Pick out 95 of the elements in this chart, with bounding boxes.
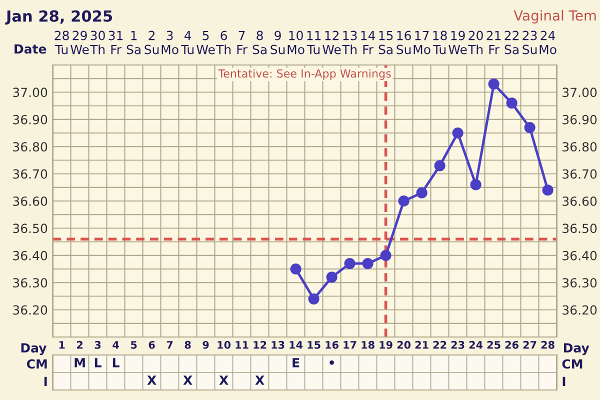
x-tick-label: 10 bbox=[218, 340, 231, 349]
chart-title: Jan 28, 2025 bbox=[5, 10, 112, 25]
x-tick-label: 6 Th bbox=[216, 30, 231, 54]
text: X bbox=[255, 376, 264, 385]
x-tick-label: 1 Sa bbox=[126, 30, 140, 54]
x-tick-label: 17 Mo bbox=[414, 30, 430, 54]
point bbox=[434, 160, 446, 172]
y-tick-label: 36.90 bbox=[13, 114, 48, 124]
x-tick-label: 16 Su bbox=[396, 30, 411, 54]
text: X bbox=[147, 376, 156, 385]
y-tick-label: 36.40 bbox=[13, 250, 48, 260]
x-tick-label: 15 Sa bbox=[378, 30, 393, 54]
text: L bbox=[94, 358, 102, 368]
text: L bbox=[112, 358, 120, 368]
x-tick-label: 15 bbox=[308, 341, 320, 349]
point bbox=[326, 272, 338, 283]
text: E bbox=[292, 358, 300, 368]
x-tick-label: 31 Fr bbox=[108, 30, 123, 54]
x-tick-label: 19 We bbox=[448, 30, 467, 54]
x-tick-label: 1 bbox=[59, 341, 65, 349]
x-tick-label: 27 bbox=[523, 340, 536, 349]
x-tick-label: 23 bbox=[451, 340, 464, 349]
x-tick-label: 11 Tu bbox=[306, 30, 321, 54]
x-tick-label: 28 bbox=[541, 340, 554, 349]
point bbox=[488, 78, 500, 90]
y-tick-label: 37.00 bbox=[13, 88, 48, 98]
x-tick-label: 4 bbox=[112, 341, 119, 349]
point bbox=[416, 187, 428, 198]
text: X bbox=[183, 376, 192, 385]
x-tick-label: 25 bbox=[487, 340, 500, 349]
x-tick-label: 13 Th bbox=[342, 30, 357, 54]
x-tick-label: 24 Mo bbox=[540, 30, 556, 54]
annotation: Tentative: See In-App Warnings bbox=[218, 69, 391, 80]
x-tick-label: 19 bbox=[380, 340, 392, 349]
x-tick-label: 3 bbox=[94, 340, 101, 349]
point bbox=[452, 127, 464, 139]
x-tick-label: 14 Fr bbox=[361, 30, 376, 54]
text: X bbox=[219, 376, 228, 385]
x-tick-label: 16 bbox=[326, 340, 338, 349]
x-tick-label: 8 bbox=[184, 340, 191, 349]
x-tick-label: 8 Sa bbox=[252, 30, 266, 54]
chart-subtitle: Vaginal Tem bbox=[514, 10, 596, 24]
point bbox=[290, 263, 302, 275]
x-tick-label: 20 Th bbox=[468, 30, 483, 54]
x-tick-label: 3 Mo bbox=[162, 30, 178, 54]
point bbox=[344, 258, 356, 270]
y-tick-label: 36.30 bbox=[13, 278, 48, 288]
x-tick-label: 9 Su bbox=[270, 30, 285, 54]
point bbox=[308, 293, 320, 304]
x-tick-label: 12 We bbox=[322, 30, 341, 54]
x-tick-label: 23 Su bbox=[522, 30, 537, 54]
point bbox=[362, 258, 374, 270]
x-tick-label: 13 bbox=[272, 340, 284, 349]
x-tick-label: 6 bbox=[148, 340, 155, 349]
y-tick-label: 36.80 bbox=[13, 142, 48, 152]
x-tick-label: 21 bbox=[415, 340, 428, 349]
x-tick-label: 22 bbox=[433, 340, 446, 349]
point bbox=[506, 98, 518, 109]
x-axis-title: Day bbox=[21, 343, 47, 356]
text: Day bbox=[564, 343, 590, 356]
point bbox=[524, 122, 536, 134]
x-tick-label: 28 Tu bbox=[54, 30, 69, 54]
point bbox=[380, 250, 392, 261]
x-tick-label: 2 Su bbox=[144, 30, 159, 54]
x-tick-label: 4 Tu bbox=[180, 30, 194, 54]
y-tick-label: 36.70 bbox=[13, 169, 48, 179]
x-tick-label: 5 bbox=[130, 341, 137, 349]
x-tick-label: 10 Mo bbox=[288, 30, 304, 54]
x-tick-label: 14 bbox=[290, 341, 303, 349]
x-tick-label: 2 bbox=[77, 340, 83, 349]
x-tick-label: 18 bbox=[362, 340, 374, 349]
x-tick-label: 12 bbox=[254, 340, 266, 349]
text: • bbox=[330, 360, 334, 365]
text: M bbox=[74, 358, 85, 368]
x-axis-title: Date bbox=[14, 44, 46, 54]
point bbox=[398, 195, 410, 207]
y-tick-label: 36.60 bbox=[13, 196, 48, 206]
x-tick-label: 29 We bbox=[70, 30, 89, 54]
x-tick-label: 26 bbox=[505, 340, 518, 349]
x-tick-label: 20 bbox=[397, 340, 411, 349]
point bbox=[542, 184, 554, 196]
x-tick-label: 7 Fr bbox=[237, 30, 248, 54]
x-tick-label: 30 Th bbox=[90, 30, 105, 54]
point bbox=[470, 179, 482, 190]
x-tick-label: 21 Fr bbox=[486, 30, 501, 54]
y-tick-label: 36.50 bbox=[13, 224, 48, 234]
x-tick-label: 5 We bbox=[196, 30, 215, 54]
x-tick-label: 24 bbox=[469, 340, 483, 349]
x-tick-label: 22 Sa bbox=[504, 30, 518, 54]
y-tick-label: 36.20 bbox=[13, 305, 48, 315]
x-tick-label: 11 bbox=[236, 341, 248, 349]
x-tick-label: 7 bbox=[166, 341, 173, 349]
x-tick-label: 9 bbox=[202, 340, 209, 349]
x-tick-label: 18 Tu bbox=[432, 30, 447, 54]
x-tick-label: 17 bbox=[344, 341, 356, 349]
